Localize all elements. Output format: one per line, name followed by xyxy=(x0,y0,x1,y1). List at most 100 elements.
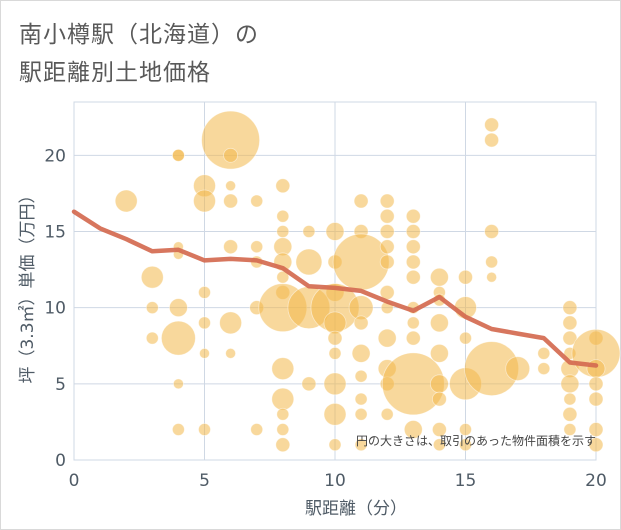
data-bubble xyxy=(198,423,211,436)
data-bubble xyxy=(271,357,295,380)
data-bubble xyxy=(353,193,369,209)
data-bubble xyxy=(432,438,446,452)
tick-layer: 0 5 10 15 20 0 5 10 15 20 xyxy=(44,146,606,491)
data-bubble xyxy=(250,194,264,208)
data-bubble xyxy=(351,343,371,363)
data-bubble xyxy=(405,224,421,239)
data-bubble xyxy=(459,438,472,452)
data-bubble xyxy=(429,343,449,363)
data-bubble xyxy=(276,407,290,421)
data-bubble xyxy=(405,254,421,270)
data-bubble xyxy=(198,316,211,330)
data-bubble xyxy=(403,420,423,439)
data-bubble xyxy=(560,374,580,394)
data-bubble xyxy=(171,148,185,162)
y-tick-label: 15 xyxy=(44,222,66,242)
data-bubble xyxy=(377,328,397,348)
y-tick-label: 10 xyxy=(44,299,66,319)
data-bubble xyxy=(328,346,342,360)
data-bubble xyxy=(405,269,421,285)
data-bubble xyxy=(562,406,578,422)
x-tick-label: 10 xyxy=(324,471,346,491)
data-bubble xyxy=(406,316,420,330)
data-bubble xyxy=(199,347,210,359)
data-bubble xyxy=(588,391,604,407)
data-bubble xyxy=(486,271,498,283)
data-bubble xyxy=(276,209,290,223)
x-tick-label: 15 xyxy=(455,471,477,491)
x-tick-label: 5 xyxy=(199,471,210,491)
data-bubble xyxy=(379,193,395,209)
data-bubble xyxy=(223,239,239,255)
data-bubble xyxy=(223,147,239,163)
y-tick-label: 5 xyxy=(55,375,66,395)
data-bubble xyxy=(140,265,164,289)
data-bubble xyxy=(353,315,369,331)
data-bubble xyxy=(586,359,606,378)
data-bubble xyxy=(379,254,395,270)
data-bubble xyxy=(219,311,243,335)
data-bubble xyxy=(563,423,577,436)
data-bubble xyxy=(405,330,421,346)
data-bubble xyxy=(405,208,421,224)
data-bubble xyxy=(302,225,316,238)
data-bubble xyxy=(276,270,290,284)
data-bubble xyxy=(295,248,323,276)
data-bubble xyxy=(429,313,449,333)
data-bubble xyxy=(198,286,211,299)
data-bubble xyxy=(276,423,290,436)
data-bubble xyxy=(429,267,449,287)
data-bubble xyxy=(171,423,185,436)
data-bubble xyxy=(379,239,395,255)
trend-line xyxy=(71,209,599,368)
y-axis-label: 坪（3.3㎡）単価（万円） xyxy=(18,186,38,383)
data-bubble xyxy=(325,222,345,241)
data-bubble xyxy=(537,346,551,360)
data-bubble xyxy=(275,178,291,194)
data-bubble xyxy=(223,193,239,209)
data-bubble xyxy=(275,437,291,453)
y-tick-label: 20 xyxy=(44,146,66,166)
data-bubble xyxy=(323,311,347,335)
data-bubble xyxy=(327,330,343,346)
data-bubble xyxy=(379,224,395,239)
data-bubble xyxy=(405,239,421,255)
data-bubble xyxy=(323,372,347,396)
chart-note: 円の大きさは、取引のあった物件面積を示す xyxy=(356,433,596,448)
data-bubble xyxy=(323,402,347,426)
data-bubble xyxy=(431,422,447,437)
data-bubble xyxy=(562,315,578,331)
data-bubble xyxy=(458,269,473,285)
y-tick-label: 0 xyxy=(55,451,66,471)
data-bubble xyxy=(145,301,159,315)
data-bubble xyxy=(225,180,237,192)
data-bubble xyxy=(271,387,295,411)
data-bubble xyxy=(379,208,395,224)
data-bubble xyxy=(588,376,604,392)
data-bubble xyxy=(484,132,500,148)
data-bubble xyxy=(484,117,500,133)
data-bubble xyxy=(505,356,531,381)
data-bubble xyxy=(114,189,138,213)
data-bubble xyxy=(172,378,184,390)
data-bubble xyxy=(225,347,237,359)
data-bubble xyxy=(562,300,578,316)
data-bubble xyxy=(459,423,472,436)
data-bubble xyxy=(588,422,604,437)
data-bubble xyxy=(431,391,447,407)
data-bubble xyxy=(160,320,196,356)
data-bubble xyxy=(537,362,551,375)
data-bubble xyxy=(485,255,499,269)
data-bubble xyxy=(354,369,368,383)
data-bubble xyxy=(484,224,500,239)
x-axis-label: 駅距離（分） xyxy=(305,499,407,519)
x-tick-label: 0 xyxy=(69,471,80,491)
data-bubble xyxy=(354,392,368,406)
data-bubble xyxy=(380,407,394,421)
data-bubble xyxy=(145,331,159,345)
data-bubble xyxy=(354,438,368,452)
data-bubble xyxy=(562,330,578,346)
data-bubble xyxy=(563,392,577,406)
data-bubble xyxy=(354,407,368,421)
x-tick-label: 20 xyxy=(585,471,607,491)
